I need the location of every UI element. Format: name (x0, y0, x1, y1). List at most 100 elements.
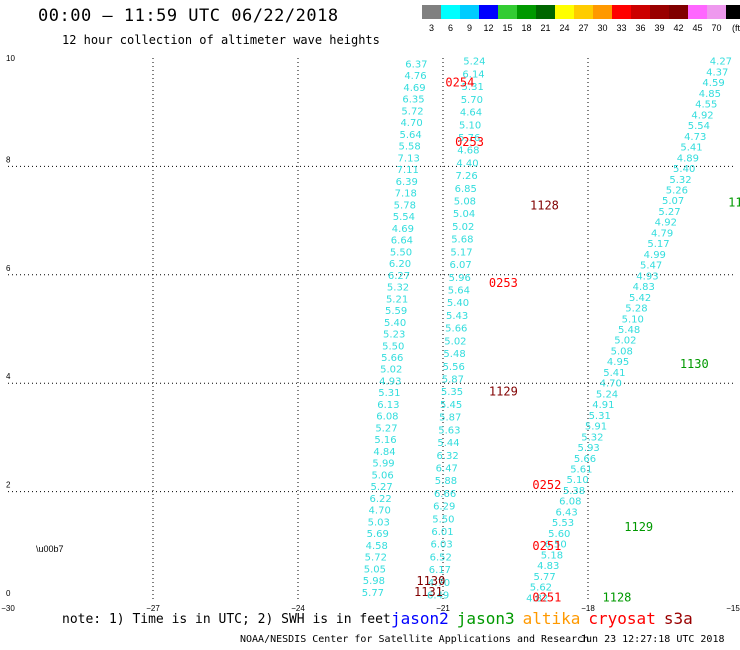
wave-height-value: 5.10 (459, 120, 481, 131)
wave-height-value: 4.59 (702, 78, 724, 89)
y-tick-label: 0 (6, 589, 11, 598)
colorbar-label: 30 (597, 23, 607, 33)
wave-height-value: 4.55 (695, 100, 717, 111)
wave-height-value: 7.18 (395, 189, 417, 200)
wave-height-value: 5.64 (399, 130, 421, 141)
chart-title: 00:00 – 11:59 UTC 06/22/2018 (38, 6, 339, 26)
wave-height-value: 5.05 (364, 564, 386, 575)
wave-height-value: 6.03 (430, 540, 452, 551)
wave-height-value: 7.26 (456, 171, 478, 182)
wave-height-value: 4.84 (373, 447, 395, 458)
wave-height-value: 4.93 (379, 376, 401, 387)
wave-height-value: 4.92 (655, 218, 677, 229)
wave-height-value: 5.87 (442, 374, 464, 385)
wave-height-value: 4.99 (644, 250, 666, 261)
wave-height-value: 5.08 (454, 197, 476, 208)
colorbar-label: 36 (635, 23, 645, 33)
colorbar-label: 9 (467, 23, 472, 33)
colorbar-swatch (479, 5, 498, 19)
wave-height-value: 5.10 (622, 314, 644, 325)
wave-height-value: 5.54 (393, 212, 415, 223)
wave-height-value: 6.32 (437, 451, 459, 462)
wave-height-value: 6.08 (559, 497, 581, 508)
colorbar-label: 45 (692, 23, 702, 33)
colorbar-swatch (707, 5, 726, 19)
colorbar-label: 3 (429, 23, 434, 33)
wave-height-value: 5.21 (386, 294, 408, 305)
wave-height-value: 5.26 (666, 185, 688, 196)
y-tick-label: 10 (6, 54, 15, 63)
pass-time-label: 1131 (414, 585, 443, 599)
y-tick-label: 4 (6, 372, 11, 381)
satellite-legend-cryosat: cryosat (588, 609, 656, 628)
wave-height-value: 6.47 (436, 463, 458, 474)
wave-height-value: 5.41 (603, 368, 625, 379)
wave-height-value: 5.18 (541, 550, 563, 561)
wave-height-value: 4.37 (706, 67, 728, 78)
wave-height-value: 6.14 (462, 69, 484, 80)
wave-height-value: 6.50 (544, 540, 566, 551)
wave-height-value: 6.35 (402, 95, 424, 106)
wave-height-value: 5.42 (629, 293, 651, 304)
wave-height-value: 6.39 (396, 177, 418, 188)
wave-height-value: 5.23 (383, 330, 405, 341)
wave-height-value: 5.24 (596, 389, 618, 400)
pass-time-label: 1130 (416, 574, 445, 588)
satellite-legend-jason2: jason2 (391, 609, 449, 628)
wave-height-value: 5.45 (440, 400, 462, 411)
wave-height-value: 6.49 (427, 591, 449, 602)
wave-height-value: 5.63 (438, 425, 460, 436)
grid-lines (8, 58, 733, 600)
y-tick-label: 2 (6, 481, 11, 490)
pass-time-label: 0252 (532, 478, 561, 492)
wave-height-value: 4.82 (526, 593, 548, 604)
pass-time-label: 1128 (603, 590, 632, 604)
wave-height-value: 5.27 (658, 207, 680, 218)
y-tick-label: 8 (6, 155, 11, 164)
generated-timestamp: Jun 23 12:27:18 UTC 2018 (580, 634, 725, 645)
wave-height-value: 4.73 (684, 132, 706, 143)
wave-height-value: 6.43 (556, 507, 578, 518)
colorbar-swatch (650, 5, 669, 19)
colorbar-label: 33 (616, 23, 626, 33)
wave-height-value: 6.22 (370, 494, 392, 505)
colorbar-label: 27 (578, 23, 588, 33)
wave-height-value: 6.85 (455, 184, 477, 195)
colorbar-swatch (498, 5, 517, 19)
wave-height-value: 5.66 (574, 454, 596, 465)
wave-height-value: 5.07 (662, 196, 684, 207)
pass-time-label: 0253 (489, 276, 518, 290)
pass-time-label: 0254 (445, 75, 474, 89)
satellite-tracks: 5.775.985.055.724.585.695.034.706.225.27… (362, 57, 732, 605)
wave-height-value: 6.66 (434, 489, 456, 500)
wave-height-value: 5.99 (372, 459, 394, 470)
wave-height-value: 4.27 (710, 57, 732, 68)
credit-line: NOAA/NESDIS Center for Satellite Applica… (240, 634, 590, 645)
pass-time-label: 1129 (489, 384, 518, 398)
wave-height-value: 6.07 (449, 260, 471, 271)
colorbar-label: 6 (448, 23, 453, 33)
satellite-legend: jason2 jason3 altika cryosat s3a (391, 609, 701, 628)
wave-height-value: 4.58 (366, 541, 388, 552)
wave-height-value: 5.47 (640, 261, 662, 272)
wave-height-value: 5.77 (362, 588, 384, 599)
wave-height-value: 5.59 (385, 306, 407, 317)
wave-height-value: 5.27 (370, 482, 392, 493)
x-tick-label: −18 (581, 604, 595, 613)
colorbar-swatch (574, 5, 593, 19)
wave-height-value: 5.02 (452, 222, 474, 233)
wave-height-value: 4.83 (537, 561, 559, 572)
wave-height-value: 5.48 (443, 349, 465, 360)
colorbar-swatch (726, 5, 740, 19)
wave-height-value: 7.11 (397, 165, 419, 176)
colorbar-label: 70 (711, 23, 721, 33)
wave-height-value: 5.66 (381, 353, 403, 364)
wave-height-value: 6.13 (377, 400, 399, 411)
wave-height-value: 5.03 (368, 517, 390, 528)
wave-height-value: 4.91 (592, 400, 614, 411)
wave-height-value: 5.78 (394, 200, 416, 211)
colorbar-label: 21 (540, 23, 550, 33)
wave-height-value: 4.93 (636, 271, 658, 282)
pass-time-label: 0251 (532, 539, 561, 553)
